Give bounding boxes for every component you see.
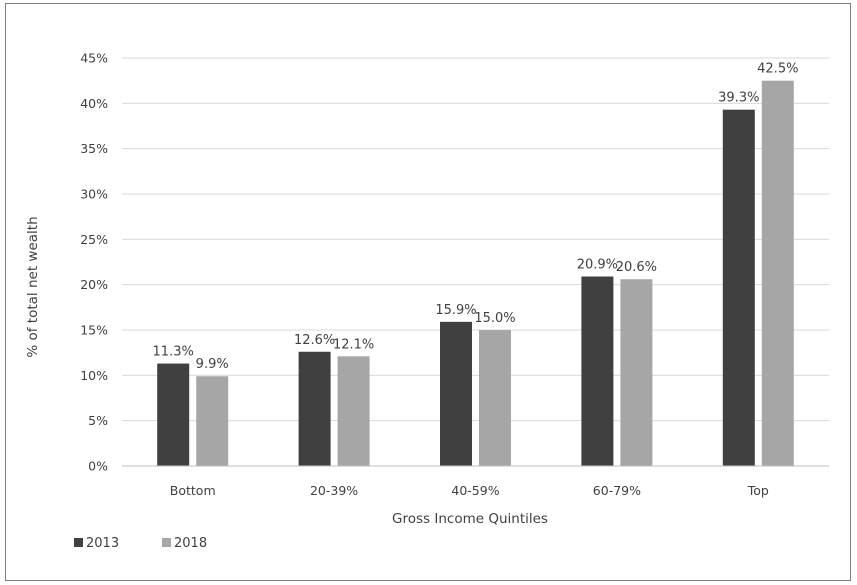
- y-tick-label: 0%: [88, 459, 108, 474]
- y-tick-label: 30%: [80, 187, 108, 202]
- bar-2018-40-59%: [479, 330, 511, 466]
- y-tick-label: 45%: [80, 51, 108, 66]
- x-tick-label: 40-59%: [451, 483, 499, 498]
- gridlines: [122, 57, 829, 422]
- y-tick-label: 10%: [80, 368, 108, 383]
- data-label: 9.9%: [196, 357, 229, 372]
- bar-2018-Top: [761, 80, 794, 467]
- data-label: 12.1%: [333, 337, 374, 352]
- bar-2018-Bottom: [196, 376, 229, 466]
- bars: [157, 80, 794, 467]
- x-tick-label: 20-39%: [310, 483, 358, 498]
- bar-2018-20-39%: [337, 356, 370, 466]
- x-tick-label: Bottom: [170, 483, 216, 498]
- y-tick-label: 25%: [80, 232, 108, 247]
- data-label: 20.9%: [577, 258, 618, 273]
- y-axis-ticks: 0% 5% 10% 15% 20% 25% 30% 35% 40% 45%: [80, 51, 108, 474]
- y-axis-title: % of total net wealth: [25, 216, 41, 357]
- legend: 2013 2018: [74, 536, 207, 551]
- data-label: 39.3%: [718, 91, 759, 106]
- y-tick-label: 35%: [80, 141, 108, 156]
- data-label: 12.6%: [294, 333, 335, 348]
- bar-2013-60-79%: [581, 276, 614, 466]
- x-tick-label: Top: [747, 483, 769, 498]
- bar-2013-20-39%: [298, 351, 331, 466]
- x-axis-ticks: Bottom 20-39% 40-59% 60-79% Top: [170, 483, 769, 498]
- y-tick-label: 15%: [80, 323, 108, 338]
- legend-swatch-2018: [162, 538, 171, 547]
- data-label: 42.5%: [757, 62, 798, 77]
- x-axis-title: Gross Income Quintiles: [392, 511, 548, 527]
- data-label: 20.6%: [616, 260, 657, 275]
- y-tick-label: 5%: [88, 413, 108, 428]
- y-tick-label: 20%: [80, 277, 108, 292]
- chart-frame: [5, 3, 851, 581]
- data-label: 11.3%: [153, 345, 194, 360]
- data-label: 15.0%: [474, 311, 515, 326]
- legend-label: 2013: [86, 536, 119, 551]
- legend-swatch-2013: [74, 538, 83, 547]
- bar-2013-40-59%: [440, 321, 472, 466]
- y-tick-label: 40%: [80, 96, 108, 111]
- bar-2018-60-79%: [620, 279, 653, 466]
- data-label: 15.9%: [435, 303, 476, 318]
- legend-label: 2018: [174, 536, 207, 551]
- bar-2013-Bottom: [157, 363, 190, 466]
- x-tick-label: 60-79%: [593, 483, 641, 498]
- bar-2013-Top: [722, 109, 755, 467]
- data-labels: 11.3%9.9% 12.6%12.1% 15.9%15.0% 20.9%20.6% 3…: [153, 62, 799, 373]
